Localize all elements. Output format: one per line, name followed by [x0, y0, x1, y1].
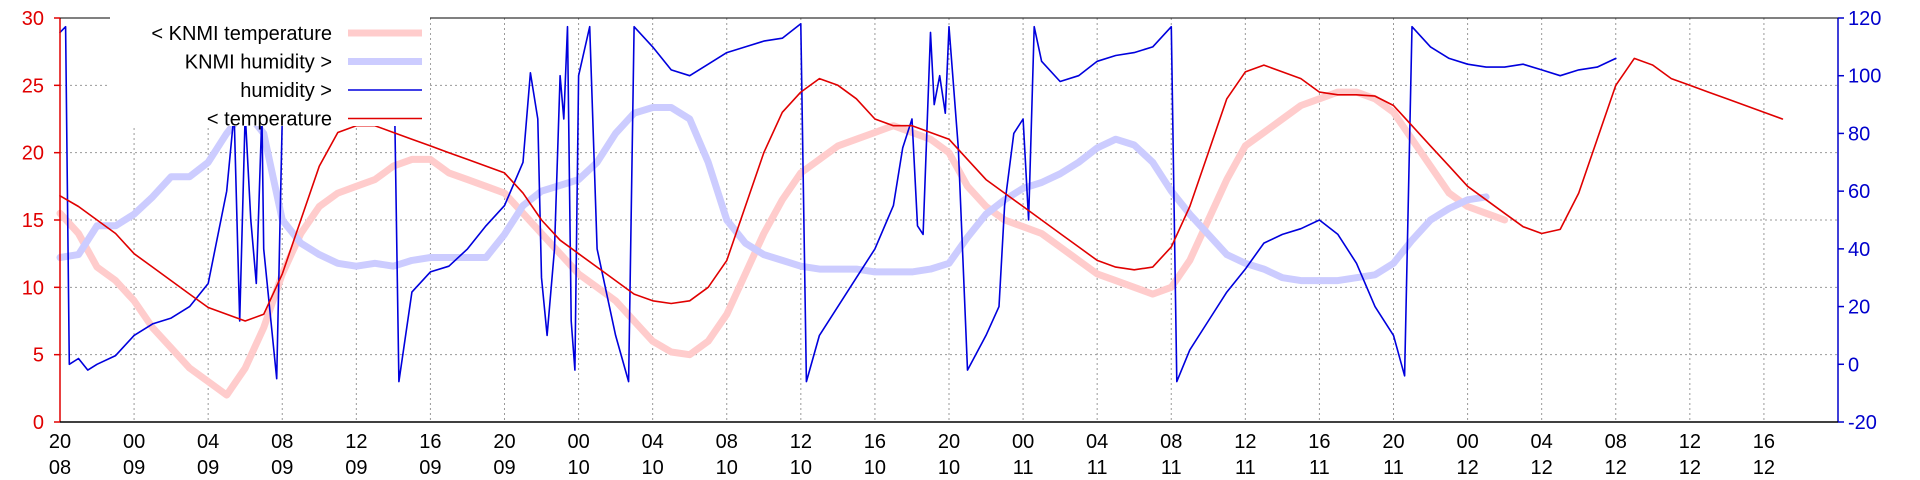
y-right-tick-label: -20	[1848, 412, 1877, 434]
x-tick-label-day: 11	[1309, 457, 1330, 479]
x-tick-label-time: 16	[1308, 431, 1330, 453]
x-tick-label-day: 11	[1235, 457, 1256, 479]
x-tick-label-time: 04	[1086, 431, 1108, 453]
series-layer	[56, 22, 1784, 399]
x-tick-label-time: 12	[1234, 431, 1256, 453]
legend: < KNMI temperature KNMI humidity > humidit…	[110, 14, 430, 131]
x-tick-label-day: 12	[1605, 457, 1627, 479]
x-tick-label-time: 20	[493, 431, 515, 453]
x-tick-label-day: 10	[938, 457, 960, 479]
x-tick-label-day: 09	[493, 457, 515, 479]
x-tick-label-time: 20	[938, 431, 960, 453]
y-right-tick-label: 100	[1848, 66, 1881, 88]
x-tick-label-day: 11	[1013, 457, 1034, 479]
x-tick-label-day: 12	[1753, 457, 1775, 479]
series-line-4	[59, 57, 1784, 322]
x-tick-label-time: 04	[197, 431, 219, 453]
x-tick-label-day: 10	[716, 457, 738, 479]
series-line-1	[56, 88, 1509, 399]
y-right-tick-label: 40	[1848, 239, 1870, 261]
x-tick-label-day: 11	[1161, 457, 1182, 479]
y-left-tick-label: 25	[22, 75, 44, 97]
x-tick-label-day: 10	[864, 457, 886, 479]
x-tick-label-time: 16	[1753, 431, 1775, 453]
x-tick-label-time: 12	[1679, 431, 1701, 453]
y-left-tick-label: 15	[22, 210, 44, 232]
x-tick-label-time: 20	[49, 431, 71, 453]
legend-label: KNMI humidity >	[185, 52, 332, 74]
y-left-tick-label: 30	[22, 8, 44, 30]
y-right-tick-label: 0	[1848, 354, 1859, 376]
x-tick-label-day: 11	[1383, 457, 1404, 479]
y-right-tick-label: 120	[1848, 8, 1881, 30]
x-tick-label-day: 09	[123, 457, 145, 479]
x-tick-label-day: 09	[197, 457, 219, 479]
x-tick-label-day: 08	[49, 457, 71, 479]
x-tick-label-day: 09	[271, 457, 293, 479]
y-left-tick-label: 20	[22, 143, 44, 165]
x-tick-label-time: 04	[642, 431, 664, 453]
x-tick-label-time: 00	[1456, 431, 1478, 453]
x-tick-label-time: 08	[271, 431, 293, 453]
y-left-tick-label: 10	[22, 277, 44, 299]
x-tick-label-time: 00	[1012, 431, 1034, 453]
x-tick-label-time: 12	[790, 431, 812, 453]
x-tick-label-time: 00	[567, 431, 589, 453]
x-tick-label-time: 00	[123, 431, 145, 453]
x-tick-label-time: 08	[1605, 431, 1627, 453]
y-left-tick-label: 5	[33, 345, 44, 367]
axes: 2008000904090809120916092009001004100810…	[22, 8, 1882, 479]
x-tick-label-time: 08	[1160, 431, 1182, 453]
x-tick-label-day: 12	[1679, 457, 1701, 479]
x-tick-label-day: 12	[1531, 457, 1553, 479]
x-tick-label-day: 09	[345, 457, 367, 479]
x-tick-label-day: 10	[567, 457, 589, 479]
y-right-tick-label: 20	[1848, 297, 1870, 319]
x-tick-label-time: 16	[864, 431, 886, 453]
y-left-tick-label: 0	[33, 412, 44, 434]
legend-label: < KNMI temperature	[151, 23, 332, 45]
x-tick-label-day: 10	[642, 457, 664, 479]
x-tick-label-time: 04	[1531, 431, 1553, 453]
legend-label: < temperature	[207, 109, 332, 131]
x-tick-label-time: 12	[345, 431, 367, 453]
x-tick-label-day: 10	[790, 457, 812, 479]
series-line-3	[59, 22, 1617, 383]
legend-label: humidity >	[240, 80, 332, 102]
x-tick-label-time: 08	[716, 431, 738, 453]
x-tick-label-time: 20	[1382, 431, 1404, 453]
y-right-tick-label: 60	[1848, 181, 1870, 203]
x-tick-label-time: 16	[419, 431, 441, 453]
y-right-tick-label: 80	[1848, 123, 1870, 145]
x-tick-label-day: 11	[1087, 457, 1108, 479]
x-tick-label-day: 09	[419, 457, 441, 479]
x-tick-label-day: 12	[1456, 457, 1478, 479]
